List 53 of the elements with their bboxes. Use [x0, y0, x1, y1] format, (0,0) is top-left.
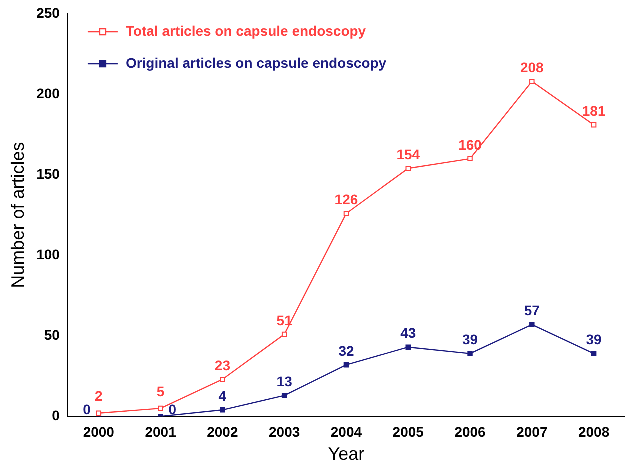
- data-label: 5: [156, 383, 165, 400]
- data-label: 51: [276, 312, 293, 328]
- data-label: 43: [400, 325, 416, 342]
- data-label: 39: [462, 332, 478, 348]
- point: [344, 362, 350, 368]
- y-tick-label: 250: [36, 4, 60, 21]
- x-tick-label: 2003: [269, 424, 300, 440]
- y-tick-label: 100: [36, 246, 60, 262]
- point: [282, 393, 288, 398]
- legend-label: Total articles on capsule endoscopy: [126, 22, 366, 39]
- x-tick-label: 2000: [83, 424, 115, 440]
- y-tick-label: 0: [52, 407, 60, 424]
- point: [530, 79, 535, 84]
- point: [282, 332, 288, 338]
- data-label: 32: [338, 342, 354, 359]
- point: [591, 351, 597, 356]
- data-label: 2: [95, 388, 104, 404]
- x-tick-label: 2004: [330, 424, 362, 440]
- data-label: 0: [83, 401, 92, 418]
- y-axis-title: Number of articles: [8, 142, 28, 288]
- data-label: 0: [168, 401, 177, 418]
- x-tick-label: 2002: [207, 424, 238, 440]
- legend-label: Original articles on capsule endoscopy: [126, 54, 387, 71]
- point: [158, 406, 164, 412]
- x-axis-title: Year: [328, 444, 365, 464]
- data-label: 160: [458, 136, 482, 153]
- x-tick-label: 2005: [392, 424, 424, 440]
- point: [406, 166, 411, 172]
- y-tick-label: 150: [36, 166, 60, 182]
- x-tick-label: 2008: [578, 424, 610, 440]
- y-tick-label: 200: [36, 85, 60, 102]
- data-label: 13: [276, 374, 293, 390]
- point: [220, 408, 226, 413]
- data-label: 208: [520, 59, 544, 76]
- point: [96, 410, 102, 416]
- data-label: 23: [214, 357, 231, 374]
- x-tick-label: 2006: [454, 424, 486, 440]
- data-label: 181: [582, 102, 606, 119]
- data-label: 4: [218, 388, 227, 404]
- point: [468, 351, 473, 356]
- point: [220, 376, 226, 382]
- data-label: 126: [334, 192, 358, 208]
- point: [468, 156, 473, 162]
- point: [591, 122, 597, 128]
- data-label: 154: [396, 146, 420, 162]
- point: [406, 344, 411, 350]
- data-label: 57: [524, 302, 540, 319]
- y-tick-label: 50: [44, 326, 60, 343]
- point: [344, 211, 350, 216]
- data-label: 39: [586, 332, 602, 348]
- x-tick-label: 2007: [516, 424, 548, 440]
- x-tick-label: 2001: [145, 424, 177, 440]
- point: [530, 322, 535, 328]
